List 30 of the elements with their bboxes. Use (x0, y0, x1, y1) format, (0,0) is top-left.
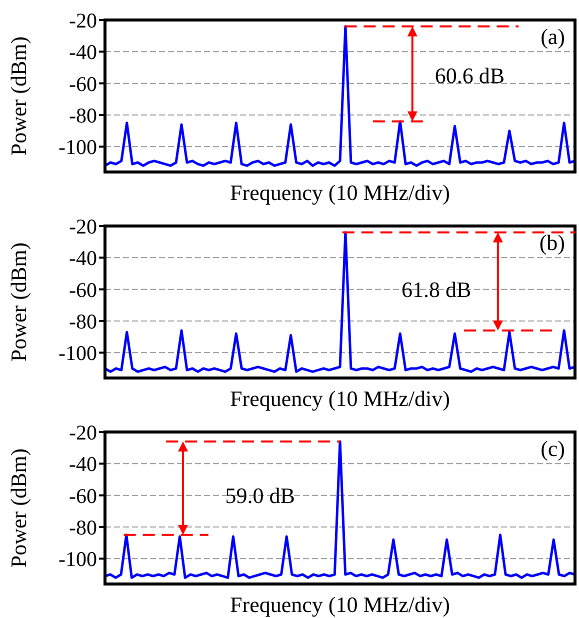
y-tick-label: -60 (69, 484, 97, 508)
x-axis-title: Frequency (10 MHz/div) (230, 180, 450, 205)
y-tick-label: -60 (69, 278, 97, 302)
y-tick-label: -60 (69, 72, 97, 96)
annotation: (b) (539, 230, 565, 256)
y-axis-title: Power (dBm) (6, 448, 31, 568)
y-tick-label: -80 (69, 515, 97, 540)
y-tick-label: -100 (58, 341, 97, 366)
y-tick-label: -40 (69, 40, 97, 64)
y-tick-label: -100 (58, 547, 97, 572)
y-axis-title: Power (dBm) (6, 242, 31, 362)
annotation: 61.8 dB (402, 276, 472, 303)
annotation: (c) (540, 436, 565, 462)
y-tick-label: -20 (69, 214, 97, 238)
y-tick-label: -20 (69, 420, 97, 444)
annotation: 60.6 dB (434, 63, 505, 90)
line-series (104, 440, 576, 579)
annotation: 59.0 dB (225, 482, 295, 509)
y-tick-label: -20 (69, 8, 97, 32)
x-axis-title: Frequency (10 MHz/div) (230, 592, 450, 617)
line-series (104, 231, 576, 373)
annotation: (a) (540, 24, 565, 50)
x-axis-title: Frequency (10 MHz/div) (230, 386, 450, 411)
y-tick-label: -80 (69, 309, 97, 334)
y-tick-label: -80 (69, 103, 97, 128)
y-axis-title: Power (dBm) (6, 36, 31, 156)
y-tick-label: -40 (69, 452, 97, 476)
line-series (104, 25, 576, 167)
y-tick-label: -40 (69, 246, 97, 270)
y-tick-label: -100 (58, 135, 97, 160)
